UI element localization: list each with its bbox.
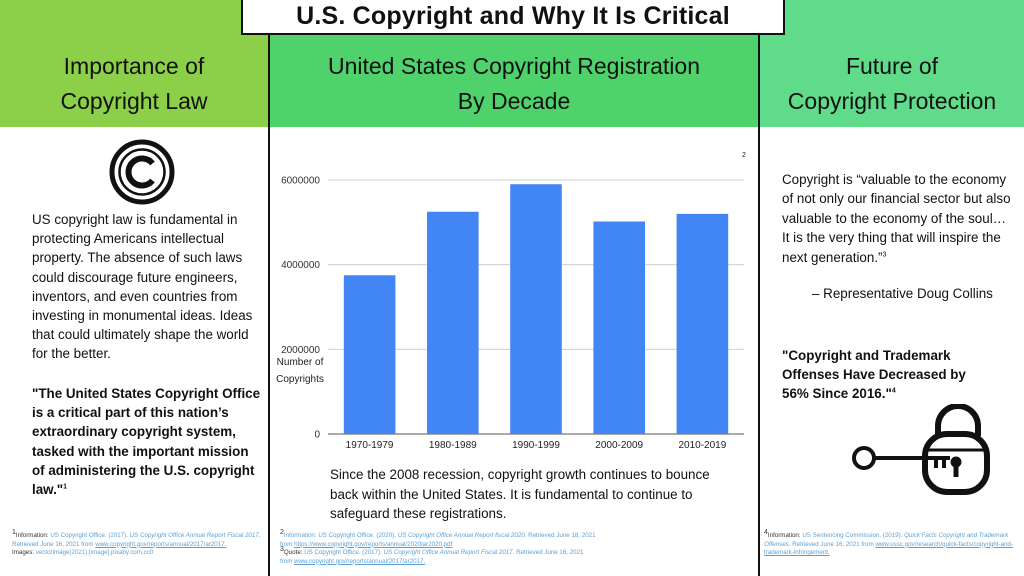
footnote-middle-link-3[interactable]: www.copyright.gov/reports/annual/2017/ar…: [294, 557, 426, 565]
chart-footnote-ref-2: 2: [742, 152, 746, 159]
padlock-key-icon: [852, 404, 990, 495]
footnote-middle: 2Information: US Copyright Office. (2020…: [280, 528, 596, 565]
footnote-middle-link-2[interactable]: https://www.copyright.gov/reports/annual…: [294, 540, 453, 548]
chart-svg: 0 2000000 4000000 6000000 Number of Copyright…: [276, 176, 744, 451]
importance-column: Importance of Copyright Law: [0, 0, 268, 576]
registration-heading: United States Copyright Registration By …: [327, 53, 701, 114]
chart-x-tick-label: 2010-2019: [678, 440, 726, 451]
chart-x-tick-label: 2000-2009: [595, 440, 643, 451]
footnote-right-link[interactable]: www.ussc.gov/research/quick-facts/copyri…: [764, 540, 1014, 557]
copyright-icon: [109, 139, 175, 205]
column-divider-right: [758, 0, 760, 576]
footnote-left-link[interactable]: www.copyright.gov/reports/annual/2017/ar…: [95, 540, 227, 548]
future-header-band: Future of Copyright Protection: [760, 0, 1024, 127]
chart-y-tick-label: 0: [314, 430, 320, 441]
chart-bar: [510, 184, 562, 434]
footnote-ref-3: 3: [882, 251, 887, 259]
chart-y-tick-label: 4000000: [281, 260, 320, 271]
footnote-ref-1: 1: [63, 483, 68, 491]
importance-heading: Importance of Copyright Law: [60, 53, 208, 114]
registration-bar-chart: 0 2000000 4000000 6000000 Number of Copyright…: [270, 150, 758, 455]
footnote-right: 4Information: US Sentencing Commission. …: [764, 528, 1014, 557]
copyright-office-quote: "The United States Copyright Office is a…: [32, 386, 261, 498]
importance-header-band: Importance of Copyright Law: [0, 0, 268, 127]
poster-title: U.S. Copyright and Why It Is Critical: [296, 2, 730, 30]
future-column: Future of Copyright Protection: [760, 0, 1024, 576]
offenses-stat: "Copyright and Trademark Offenses Have D…: [782, 348, 966, 402]
chart-bar: [343, 275, 396, 434]
chart-y-tick-label: 6000000: [281, 176, 320, 187]
chart-y-axis-label-line1: Number of: [277, 357, 324, 368]
chart-y-tick-label: 2000000: [281, 345, 320, 356]
footnote-ref-4: 4: [891, 387, 896, 395]
chart-bar: [676, 213, 729, 434]
footnote-left: 1Information: US Copyright Office. (2017…: [12, 528, 261, 557]
chart-bar: [427, 211, 479, 434]
future-heading: Future of Copyright Protection: [787, 53, 997, 114]
collins-quote: Copyright is “valuable to the economy of…: [782, 172, 1011, 265]
column-divider-left: [268, 0, 270, 576]
chart-bar: [593, 221, 645, 434]
registration-body-text: Since the 2008 recession, copyright grow…: [330, 467, 710, 522]
chart-x-tick-label: 1970-1979: [346, 440, 394, 451]
collins-attribution: – Representative Doug Collins: [812, 286, 993, 301]
importance-body-text: US copyright law is fundamental in prote…: [32, 212, 253, 362]
chart-x-tick-label: 1980-1989: [429, 440, 477, 451]
poster-title-box: U.S. Copyright and Why It Is Critical: [241, 0, 785, 35]
chart-y-axis-label-line2: Copyrights: [276, 374, 324, 385]
chart-x-tick-label: 1990-1999: [512, 440, 560, 451]
